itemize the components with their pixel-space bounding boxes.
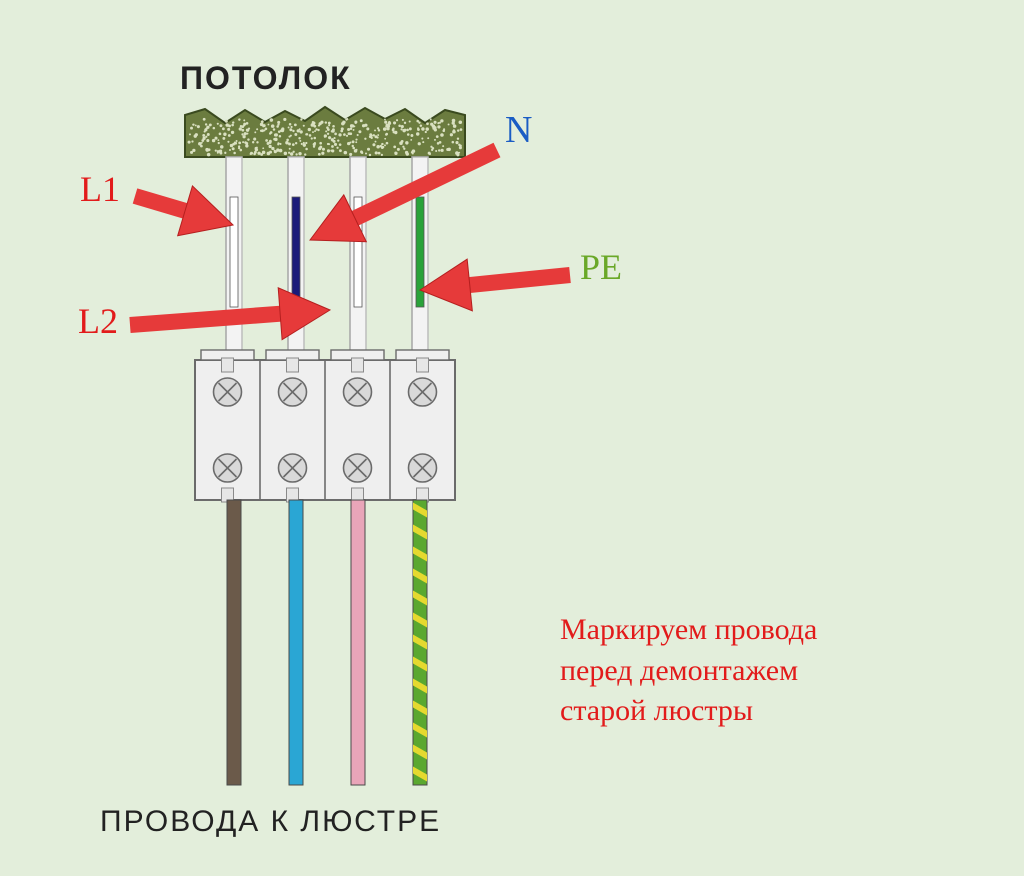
caption-note: Маркируем проводаперед демонтажемстарой … <box>560 610 817 732</box>
label-l2: L2 <box>78 300 118 342</box>
label-l1: L1 <box>80 168 120 210</box>
label-pe: PE <box>580 246 622 288</box>
label-n: N <box>505 108 532 152</box>
bottom-title: ПРОВОДА К ЛЮСТРЕ <box>100 805 441 839</box>
diagram-stage: ПОТОЛОК L1 N L2 PE Маркируем проводапере… <box>0 0 1024 876</box>
